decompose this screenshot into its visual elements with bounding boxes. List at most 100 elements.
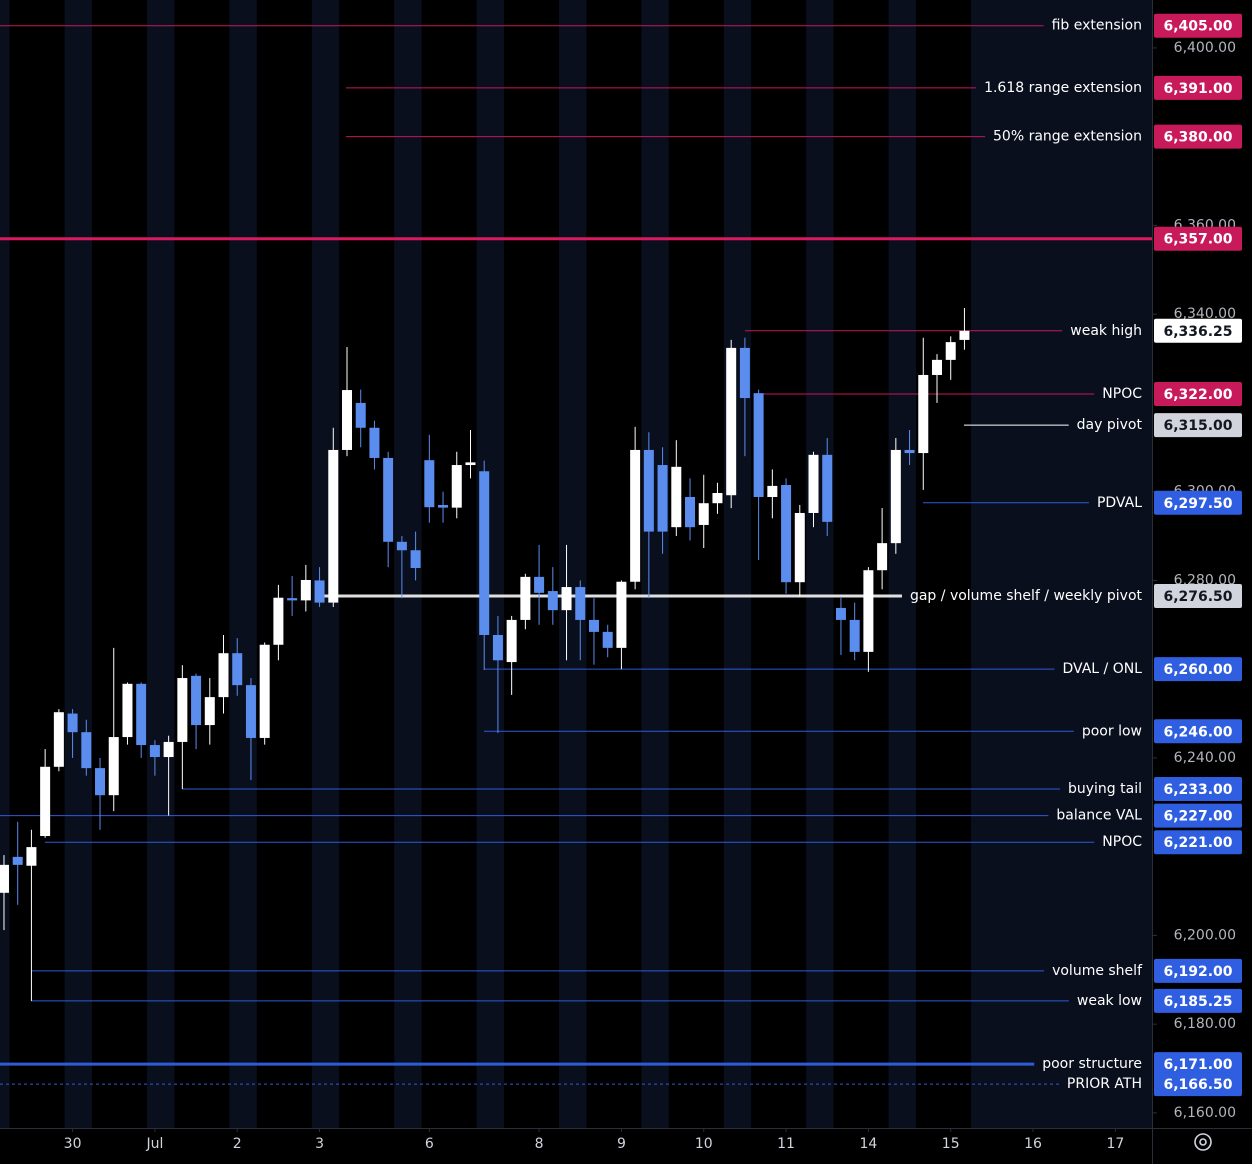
session-band [668,0,724,1128]
x-tick-label: Jul [145,1136,163,1152]
level-label: poor low [1082,723,1142,739]
candle-body [698,503,709,525]
candle-body [712,493,723,504]
candle-body [959,330,970,340]
price-tag-label: 6,322.00 [1163,387,1232,403]
level-label: NPOC [1102,386,1142,402]
candle-body [849,619,860,652]
price-tag-label: 6,336.25 [1163,324,1232,340]
candle-body [410,550,421,568]
price-tag [1154,657,1242,682]
price-tag-label: 6,380.00 [1163,130,1232,146]
y-tick-label: 6,240.00 [1174,750,1236,766]
x-tick-label: 15 [942,1136,960,1152]
candle-body [191,675,202,726]
candle-body [218,653,229,698]
candle-body [547,591,558,611]
session-band [916,0,971,1128]
price-tag-label: 6,357.00 [1163,232,1232,248]
x-tick-label: 30 [64,1136,82,1152]
candle-body [685,496,696,528]
candle-body [53,712,64,767]
candle-body [95,768,106,796]
x-tick-label: 16 [1024,1136,1042,1152]
price-tag-label: 6,315.00 [1163,418,1232,434]
level-label: gap / volume shelf / weekly pivot [910,588,1143,604]
candle-body [575,587,586,620]
price-tag-label: 6,405.00 [1163,19,1232,35]
candle-body [520,576,531,620]
price-tag [1154,124,1242,149]
candle-body [945,342,956,360]
candle-body [122,683,133,738]
session-band [174,0,230,1128]
candle-body [424,460,435,508]
y-tick-label: 6,200.00 [1174,927,1236,943]
candle-body [616,581,627,648]
x-tick-label: 8 [535,1136,544,1152]
x-tick-label: 11 [777,1136,795,1152]
level-label: weak low [1077,993,1142,1009]
level-label: weak high [1070,323,1142,339]
y-tick-label: 6,180.00 [1174,1016,1236,1032]
candle-body [245,685,256,738]
candle-body [492,634,503,661]
price-tag [1154,226,1242,251]
candle-body [341,390,352,450]
session-band [339,0,395,1128]
candle-body [328,449,339,603]
candle-body [739,347,750,399]
price-tag [1154,776,1242,801]
candle-body [863,570,874,652]
price-tag [1154,318,1242,343]
price-tag [1154,958,1242,983]
settings-icon[interactable] [1194,1133,1212,1151]
candle-body [259,644,270,738]
x-tick-label: 9 [617,1136,626,1152]
level-label: poor structure [1042,1056,1142,1072]
candle-body [26,847,37,866]
candle-body [177,678,188,742]
candle-body [726,347,737,496]
level-label: balance VAL [1056,808,1142,824]
level-label: PDVAL [1097,495,1142,511]
candle-body [630,449,641,582]
candle-body [808,454,819,513]
session-band [92,0,147,1128]
candle-body [561,587,572,611]
candle-body [314,580,325,603]
session-band [256,0,312,1128]
price-tag [1154,803,1242,828]
candle-body [753,393,764,497]
candle-body [204,697,215,726]
price-tag-label: 6,260.00 [1163,662,1232,678]
gear-inner [1199,1138,1207,1146]
level-label: 1.618 range extension [984,80,1142,96]
price-tag [1154,490,1242,515]
plot-background [0,0,1152,1128]
price-tag-label: 6,185.25 [1163,994,1232,1010]
level-label: fib extension [1052,18,1142,34]
price-tag [1154,830,1242,855]
level-label: NPOC [1102,834,1142,850]
candle-body [0,864,9,893]
candle-body [671,466,682,528]
y-tick-label: 6,340.00 [1174,306,1236,322]
candle-body [588,619,599,632]
candle-body [877,543,888,571]
candle-body [794,512,805,583]
price-tag [1154,13,1242,38]
candle-body [438,504,449,508]
candle-body [465,462,476,466]
price-tag-label: 6,297.50 [1163,496,1232,512]
candle-body [657,465,668,532]
x-tick-label: 17 [1106,1136,1124,1152]
price-tag-label: 6,276.50 [1163,589,1232,605]
y-tick-label: 6,160.00 [1174,1105,1236,1121]
candle-body [918,374,929,454]
gear-outer [1194,1133,1212,1151]
candle-body [149,745,160,758]
candle-body [602,631,613,648]
candle-body [383,457,394,542]
price-tag-label: 6,221.00 [1163,835,1232,851]
